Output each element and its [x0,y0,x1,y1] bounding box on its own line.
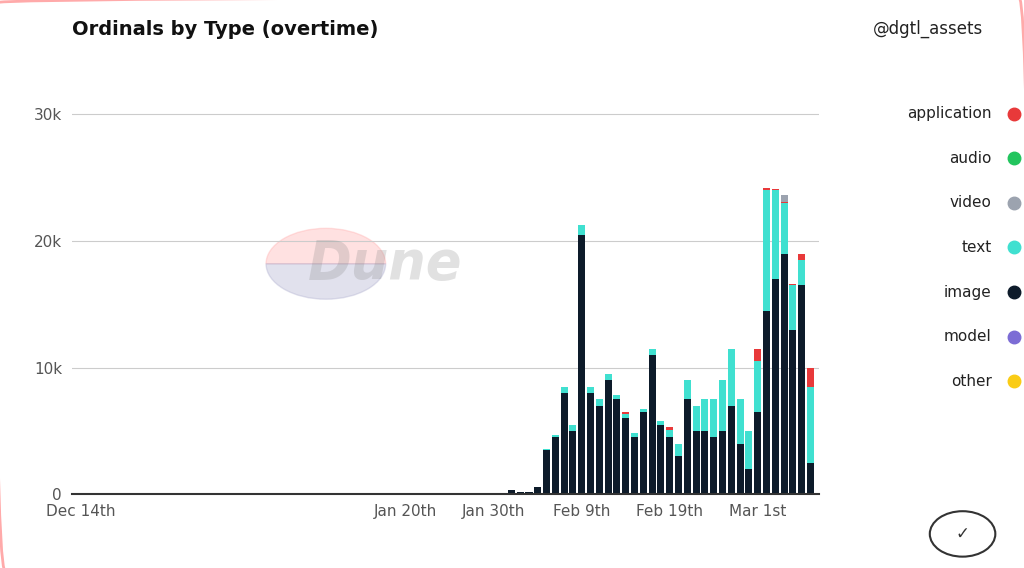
Bar [667,437,673,494]
Bar [631,433,638,437]
Bar [754,361,761,412]
Wedge shape [266,264,386,299]
Bar [508,490,515,494]
Bar [543,449,550,450]
Text: audio: audio [949,151,991,166]
Bar [684,399,691,494]
Bar [692,406,699,431]
Bar [763,311,770,494]
Bar [701,399,709,431]
Bar [745,431,753,469]
Bar [561,393,567,494]
Bar [728,349,735,406]
Bar [780,202,787,203]
Bar [579,235,586,494]
Bar [798,254,805,260]
Bar [587,393,594,494]
Bar [561,387,567,393]
Bar [711,437,717,494]
Bar [623,418,629,494]
Bar [780,254,787,494]
Bar [535,487,542,494]
Bar [552,435,559,437]
Bar [736,399,743,444]
Bar [631,437,638,494]
Text: Ordinals by Type (overtime): Ordinals by Type (overtime) [72,20,378,39]
Bar [719,431,726,494]
Bar [604,380,611,494]
Bar [763,188,770,190]
Bar [754,412,761,494]
Bar [525,492,532,494]
Bar [692,431,699,494]
Bar [780,195,787,202]
Bar [675,444,682,456]
Text: image: image [944,285,991,299]
Bar [790,329,797,494]
Bar [517,492,523,494]
Bar [623,415,629,418]
Bar [772,190,778,279]
Bar [780,203,787,254]
Text: @dgtl_assets: @dgtl_assets [872,20,983,38]
Bar [579,224,586,235]
Bar [613,399,621,494]
Bar [807,387,814,462]
Bar [719,380,726,431]
Bar [798,285,805,494]
Bar [763,190,770,311]
Text: text: text [962,240,991,255]
Bar [613,395,621,399]
Bar [675,456,682,494]
Bar [736,444,743,494]
Bar [754,349,761,361]
Bar [657,424,665,494]
Bar [604,374,611,380]
Text: other: other [950,374,991,389]
Bar [790,285,797,329]
Text: application: application [907,106,991,121]
Bar [587,387,594,393]
Bar [772,189,778,190]
Bar [657,421,665,424]
Bar [640,412,647,494]
Bar [711,399,717,437]
Bar [640,410,647,412]
Bar [798,260,805,285]
Wedge shape [266,228,386,264]
Bar [623,412,629,415]
Bar [648,355,655,494]
Bar [790,284,797,285]
Bar [569,431,577,494]
Bar [684,380,691,399]
Bar [728,406,735,494]
Text: Dune: Dune [308,238,463,290]
Bar [552,437,559,494]
Bar [499,493,506,494]
Bar [596,399,603,406]
Text: model: model [944,329,991,344]
Bar [569,424,577,431]
Bar [648,349,655,355]
Bar [667,427,673,429]
Bar [745,469,753,494]
Bar [701,431,709,494]
Bar [543,450,550,494]
Bar [667,429,673,437]
Bar [807,367,814,387]
Bar [772,279,778,494]
Bar [490,493,498,494]
Text: video: video [950,195,991,210]
Bar [807,462,814,494]
Bar [596,406,603,494]
Text: ✓: ✓ [955,525,970,543]
